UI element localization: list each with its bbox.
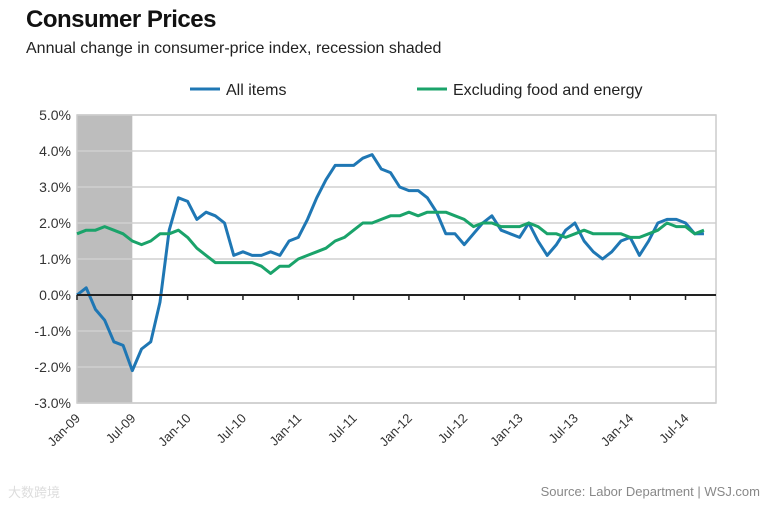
plot-border bbox=[76, 114, 717, 404]
legend-label: Excluding food and energy bbox=[453, 82, 642, 99]
chart-title: Consumer Prices bbox=[26, 6, 216, 33]
watermark-logo: 大数跨境 bbox=[8, 485, 61, 500]
x-tick-label: Jan-09 bbox=[44, 411, 83, 450]
y-tick-label: -1.0% bbox=[34, 323, 71, 339]
series-line-core bbox=[76, 210, 705, 275]
source-note: Source: Labor Department | WSJ.com bbox=[540, 484, 760, 499]
y-tick-label: 4.0% bbox=[39, 143, 71, 159]
y-tick-label: 3.0% bbox=[39, 179, 71, 195]
legend-label: All items bbox=[226, 82, 286, 99]
x-tick-label: Jul-12 bbox=[435, 411, 471, 447]
series-line-all-items bbox=[76, 153, 704, 373]
y-tick-label: -2.0% bbox=[34, 359, 71, 375]
x-tick-label: Jul-11 bbox=[325, 411, 360, 446]
x-tick-label: Jan-10 bbox=[155, 411, 194, 450]
y-tick-label: 1.0% bbox=[39, 251, 71, 267]
y-tick-label: -3.0% bbox=[34, 395, 71, 411]
x-tick-label: Jan-11 bbox=[266, 411, 304, 449]
x-tick-label: Jul-09 bbox=[103, 411, 139, 447]
x-tick-label: Jul-13 bbox=[545, 411, 581, 447]
x-tick-label: Jan-13 bbox=[487, 411, 526, 450]
x-tick-label: Jul-10 bbox=[213, 411, 249, 447]
x-tick-label: Jul-14 bbox=[656, 411, 692, 447]
y-tick-label: 0.0% bbox=[39, 287, 71, 303]
x-tick-label: Jan-12 bbox=[376, 411, 415, 450]
y-tick-label: 2.0% bbox=[39, 215, 71, 231]
x-tick-label: Jan-14 bbox=[598, 411, 637, 450]
chart-subtitle: Annual change in consumer-price index, r… bbox=[26, 40, 442, 57]
y-tick-label: 5.0% bbox=[39, 107, 71, 123]
